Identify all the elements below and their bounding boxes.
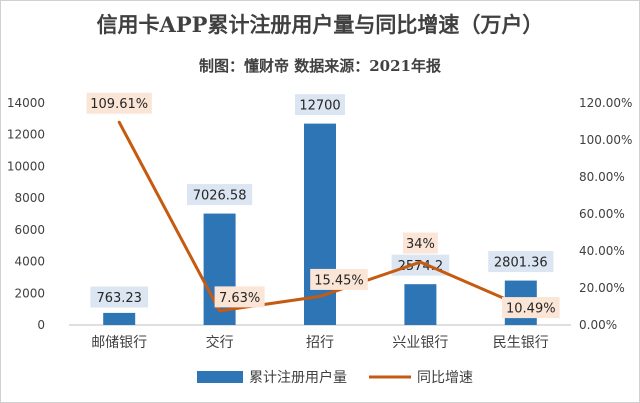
- right-axis-tick-label: 60.00%: [579, 207, 625, 221]
- line-data-label: 15.45%: [314, 273, 364, 288]
- bar-data-label: 2801.36: [494, 256, 548, 271]
- growth-rate-point-2: [218, 309, 222, 313]
- growth-rate-point-1: [117, 120, 121, 124]
- left-axis-tick-label: 2000: [14, 286, 45, 300]
- line-data-label-bg: [403, 232, 438, 254]
- left-axis-tick-label: 8000: [14, 191, 45, 205]
- growth-rate-point-3: [318, 294, 322, 298]
- left-axis-tick-label: 4000: [14, 255, 45, 269]
- right-axis-tick-label: 40.00%: [579, 244, 625, 258]
- bar-data-label-bg: [391, 254, 450, 276]
- bar-data-label: 763.23: [96, 291, 142, 306]
- line-data-label: 109.61%: [90, 97, 148, 112]
- line-data-label: 7.63%: [219, 291, 260, 306]
- bar-data-label-bg: [187, 184, 253, 206]
- bar-data-label-bg: [295, 94, 345, 116]
- chart-subtitle: 制图：懂财帝 数据来源：2021年报: [199, 57, 441, 75]
- left-axis-tick-label: 14000: [7, 96, 45, 110]
- bar-data-label-bg: [90, 286, 148, 308]
- legend-bar-label: 累计注册用户量: [249, 369, 347, 386]
- line-data-label: 34%: [406, 237, 435, 252]
- right-axis-tick-label: 100.00%: [579, 133, 632, 147]
- left-axis-tick-label: 12000: [7, 128, 45, 142]
- left-axis-tick-label: 6000: [14, 223, 45, 237]
- right-axis-tick-label: 20.00%: [579, 281, 625, 295]
- legend-bar-swatch: [197, 371, 243, 383]
- bar-data-label: 2574.2: [398, 259, 444, 274]
- bar-1: [103, 312, 136, 325]
- bar-4: [404, 284, 437, 325]
- line-data-label-bg: [502, 297, 560, 319]
- right-axis-tick-label: 80.00%: [579, 170, 625, 184]
- growth-rate-point-4: [418, 260, 422, 264]
- legend-line-label: 同比增速: [417, 370, 473, 386]
- category-label: 交行: [206, 334, 234, 351]
- bar-data-label-bg: [488, 251, 554, 273]
- line-data-label-bg: [86, 92, 152, 114]
- bar-data-label: 12700: [299, 99, 340, 114]
- bar-data-label: 7026.58: [193, 189, 247, 204]
- line-data-label-bg: [214, 286, 265, 308]
- left-axis-tick-label: 10000: [7, 159, 45, 173]
- category-label: 邮储银行: [91, 335, 147, 351]
- left-axis-tick-label: 0: [37, 318, 45, 332]
- right-axis-tick-label: 0.00%: [579, 318, 617, 332]
- category-label: 兴业银行: [392, 335, 448, 351]
- category-label: 民生银行: [493, 335, 549, 351]
- line-data-label: 10.49%: [506, 302, 556, 317]
- right-axis-tick-label: 120.00%: [579, 96, 632, 110]
- bar-3: [304, 123, 336, 325]
- category-label: 招行: [306, 335, 334, 351]
- line-data-label-bg: [310, 268, 368, 290]
- chart-title: 信用卡APP累计注册用户量与同比增速（万户）: [96, 12, 544, 37]
